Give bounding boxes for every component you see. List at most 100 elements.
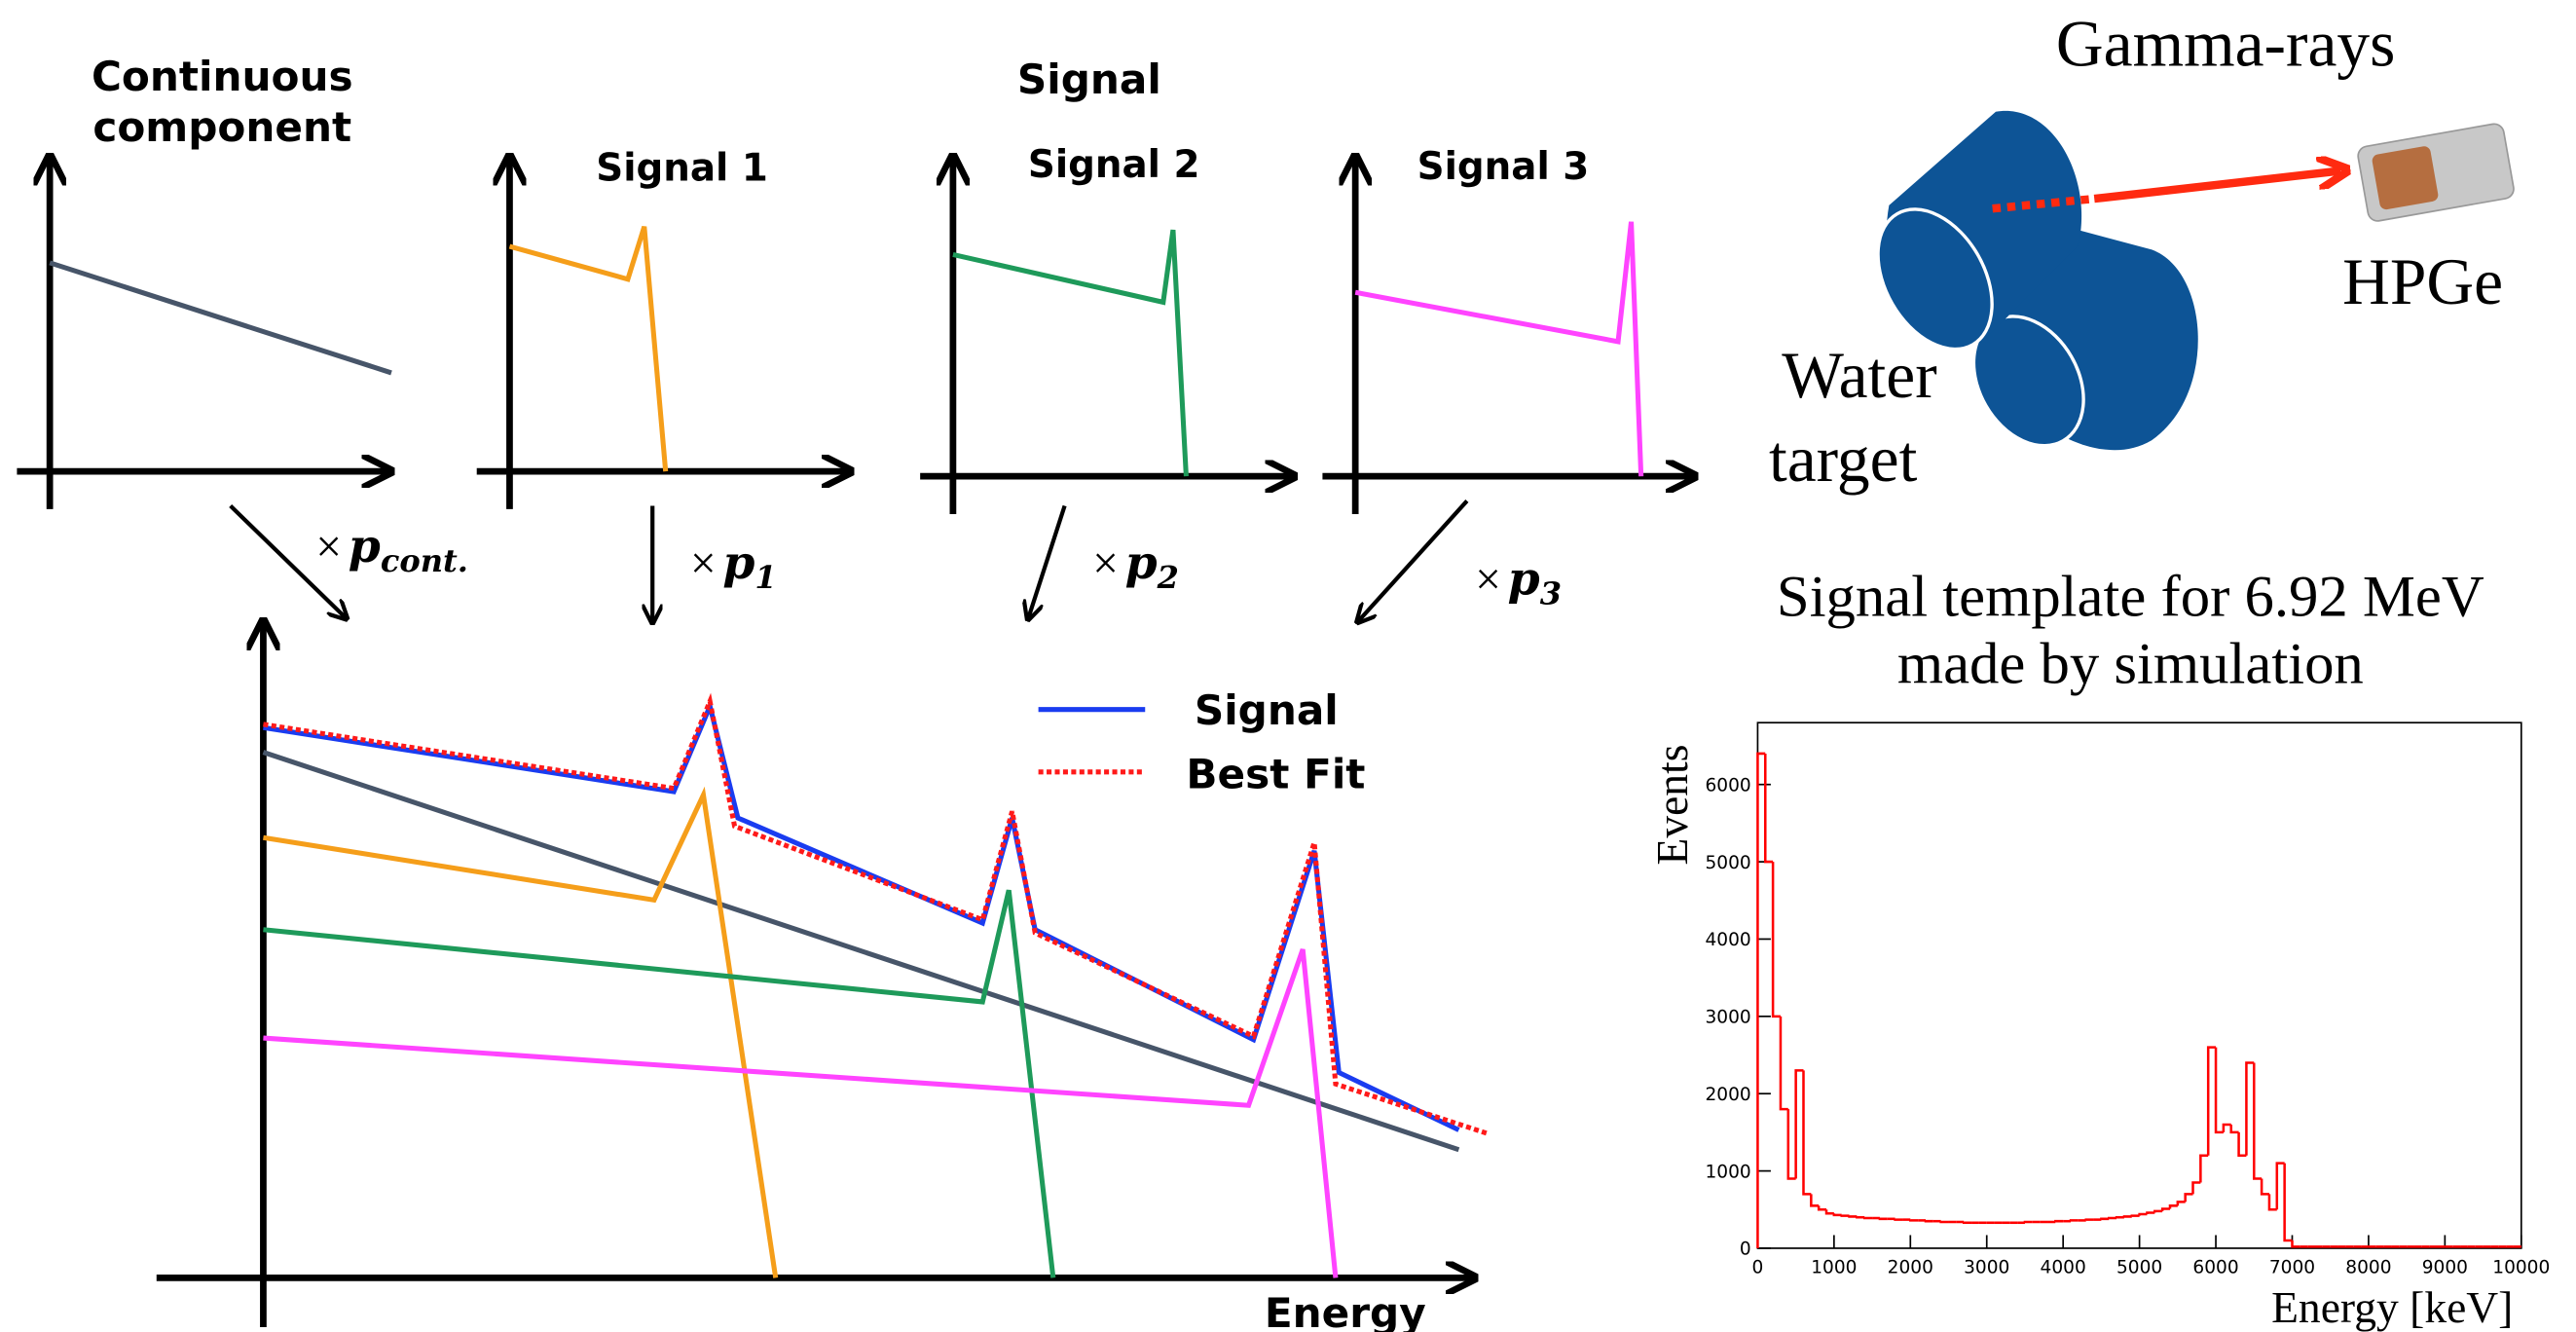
signal-label: Signal 2 (1028, 143, 1200, 187)
x-tick-label: 9000 (2422, 1257, 2468, 1277)
histogram-bin (2199, 1154, 2209, 1183)
histogram-bin (1924, 1219, 1933, 1223)
y-tick-label: 6000 (1705, 775, 1750, 796)
x-tick-label: 0 (1752, 1257, 1764, 1277)
target-label: target (1769, 423, 1918, 496)
signal-label: Signal 1 (596, 147, 768, 191)
y-tick-label: 4000 (1705, 930, 1750, 950)
x-tick-label: 7000 (2269, 1257, 2315, 1277)
x-tick-label: 2000 (1888, 1257, 1933, 1277)
detector-label: HPGe (2342, 245, 2503, 318)
x-axis-title: Energy [keV] (2271, 1282, 2513, 1332)
histogram-bin (2260, 1178, 2269, 1196)
histogram-bin (2283, 1163, 2293, 1242)
continuous-line (262, 750, 1460, 1153)
x-axis-label: Energy (1265, 1289, 1426, 1332)
histogram-bin (1771, 862, 1781, 1018)
x-tick-label: 5000 (2116, 1257, 2162, 1277)
histogram-bin (2122, 1215, 2132, 1218)
histogram: Energy [keV] Events 0 1000 2000 3000 4000 500… (1647, 722, 2550, 1332)
multiplier: × p1 (690, 536, 777, 596)
histogram-bin (2206, 1046, 2217, 1156)
histogram-bin (2191, 1181, 2201, 1195)
multiplier: × p3 (1475, 553, 1562, 612)
histogram-bin (2275, 1162, 2285, 1210)
histogram-bin (1894, 1218, 1903, 1221)
multiplier: × p2 (1092, 536, 1179, 596)
x-tick-label: 6000 (2192, 1257, 2238, 1277)
gamma-label: Gamma-rays (2056, 7, 2395, 80)
continuous-title: Continuous (92, 53, 353, 100)
multiplier: × pcont. (315, 520, 468, 579)
histogram-bin (2115, 1215, 2124, 1219)
caption: made by simulation (1897, 632, 2364, 697)
histogram-bin (2100, 1217, 2110, 1221)
signal-title: Signal (1017, 56, 1161, 103)
histogram-bin (2069, 1219, 2079, 1222)
arrow (229, 504, 346, 618)
target-face (1876, 207, 1994, 352)
histogram-bin (2291, 1240, 2300, 1248)
histogram-bin (1810, 1194, 1820, 1207)
signal2-sketch (952, 229, 1189, 477)
multipliers: × pcont. × p1 × p2 × p3 (229, 500, 1562, 620)
histogram-bin (1832, 1213, 1842, 1217)
signal2-line (263, 889, 1056, 1278)
gamma-ray-inside (1992, 194, 2095, 213)
best-fit-line (263, 692, 1488, 1136)
continuous-sketch (49, 260, 392, 376)
x-tick-label: 8000 (2345, 1257, 2391, 1277)
histogram-bin (1878, 1217, 1888, 1221)
histogram-bin (2107, 1216, 2117, 1220)
histogram-bin (1856, 1215, 1865, 1219)
legend-label: Signal (1195, 686, 1339, 734)
histogram-bin (2146, 1211, 2155, 1215)
histogram-bin (1756, 752, 1766, 1248)
histogram-bin (2084, 1218, 2094, 1221)
histogram-bin (2222, 1123, 2231, 1132)
histogram-bin (1909, 1219, 1919, 1222)
histogram-bin (2168, 1204, 2178, 1209)
caption: Signal template for 6.92 MeV (1777, 565, 2484, 630)
histogram-bin (1962, 1221, 1972, 1225)
x-tick-label: 4000 (2041, 1257, 2086, 1277)
histogram-bin (2023, 1220, 2033, 1224)
histogram-bin (1824, 1209, 1834, 1215)
signal-label: Signal 3 (1417, 145, 1590, 189)
panels: Continuous component Signal Signal 1 Sig… (17, 53, 1692, 514)
histogram-bin (2237, 1131, 2247, 1157)
histogram-bin (1840, 1214, 1850, 1217)
signal3-line (263, 948, 1339, 1278)
histogram-bin (2252, 1062, 2263, 1180)
y-axis-title: Events (1647, 745, 1697, 866)
histogram-bin (1862, 1216, 1873, 1220)
histogram-bin (2245, 1061, 2255, 1156)
histogram-bin (1779, 1016, 1788, 1111)
histogram-bin (2153, 1209, 2163, 1213)
target-label: Water (1782, 339, 1936, 412)
histogram-bin (1939, 1220, 1949, 1224)
histogram-bin (2160, 1207, 2170, 1211)
histogram-bin (1794, 1069, 1804, 1179)
histogram-bin (1817, 1205, 1827, 1211)
hpge-crystal (2372, 146, 2439, 210)
combined-sketch: Signal Best Fit Energy (156, 624, 1488, 1332)
histogram-bin (1848, 1215, 1858, 1218)
y-tick-label: 5000 (1705, 853, 1750, 873)
histogram-bin (2184, 1193, 2193, 1202)
setup: Gamma-rays HPGe Water target Signal temp… (1769, 7, 2515, 697)
signal1-line (263, 786, 779, 1278)
y-tick-label: 0 (1740, 1240, 1751, 1260)
y-tick-label: 1000 (1705, 1162, 1750, 1182)
histogram-bin (2176, 1201, 2186, 1206)
histogram-bin (1764, 753, 1774, 864)
x-tick-label: 3000 (1964, 1257, 2009, 1277)
legend-label: Best Fit (1186, 751, 1365, 798)
plot-frame (1756, 722, 2522, 1249)
histogram-bin (2130, 1214, 2140, 1217)
y-tick-label: 3000 (1705, 1008, 1750, 1028)
histogram-bin (2229, 1124, 2239, 1134)
histogram-bin (2054, 1219, 2064, 1223)
histogram-bin (2267, 1194, 2277, 1211)
